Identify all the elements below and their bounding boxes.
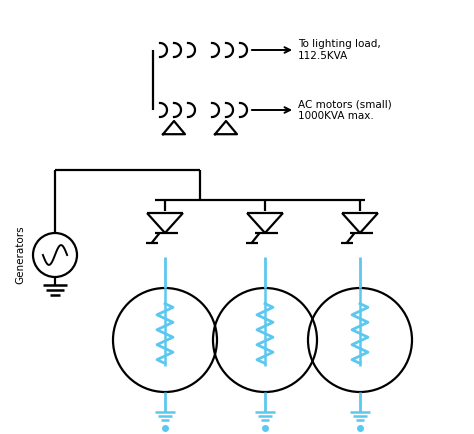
Text: To lighting load,
112.5KVA: To lighting load, 112.5KVA [298,39,381,61]
Text: Generators: Generators [15,226,25,284]
Text: AC motors (small)
1000KVA max.: AC motors (small) 1000KVA max. [298,99,392,121]
